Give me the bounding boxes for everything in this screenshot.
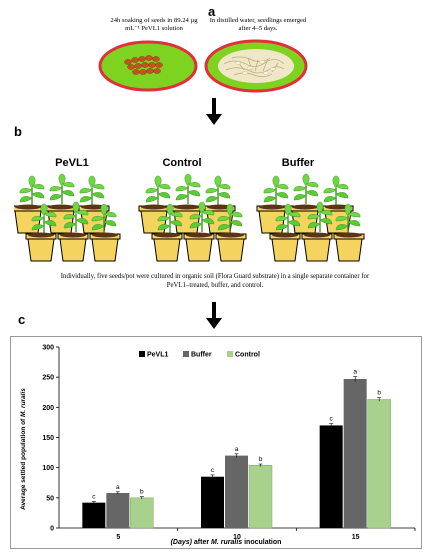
legend-label-control: Control [235,352,260,359]
x-tick-label: 15 [352,534,360,541]
significance-letter: b [140,489,144,496]
sprouts [223,56,285,78]
y-tick-label: 50 [46,495,54,502]
x-axis-label: (Days) after M. ruralis inoculation [171,539,282,546]
arrow-down-icon-b [206,302,222,329]
significance-letter: b [259,456,263,463]
significance-letter: a [235,446,239,453]
seeds [124,55,163,75]
bar-control [248,465,273,529]
pot-groups [14,168,414,266]
legend-label-pevl1: PeVL1 [147,352,169,359]
panel-a-letter: a [208,4,216,19]
bar-buffer [106,493,130,528]
group-label-pevl1: PeVL1 [55,157,89,169]
panel-a-caption-right: In distilled water, seedlings emerged af… [209,17,307,32]
y-tick-label: 200 [42,405,54,412]
bar-control [367,399,391,529]
bar-pevl1 [201,476,224,528]
significance-letter: c [211,467,215,474]
legend-swatch-pevl1 [139,351,145,357]
y-tick-label: 150 [42,435,54,442]
pot-group-pevl1 [14,174,120,261]
settled-population-chart: Average settled population of M. ruralis… [20,345,416,546]
significance-letter: b [377,390,381,397]
y-tick-label: 300 [42,345,54,352]
group-label-control: Control [162,157,202,169]
bar-pevl1 [319,425,343,528]
legend-swatch-buffer [183,351,189,357]
panel-a-caption-left: 24h soaking of seeds in 89.24 µg mL⁻¹ Pe… [110,17,198,32]
arrow-down-icon-a [206,98,222,125]
significance-letter: c [330,416,334,423]
pot-group-control [139,174,246,261]
seed-dish [98,40,198,92]
x-tick-label: 10 [233,534,241,541]
significance-letter: c [92,493,96,500]
y-tick-label: 250 [42,375,54,382]
significance-letter: a [116,484,120,491]
seedling-dish [204,39,308,93]
significance-letter: a [353,369,357,376]
bar-pevl1 [82,502,106,528]
bar-buffer [225,455,248,528]
panel-b-letter: b [14,124,22,139]
y-tick-label: 100 [42,465,54,472]
legend-swatch-control [227,351,233,357]
panel-b-caption: Individually, five seeds/pot were cultur… [60,273,370,289]
bar-buffer [343,378,367,528]
y-axis-label: Average settled population of M. ruralis [20,388,27,510]
legend-label-buffer: Buffer [191,352,212,359]
group-label-buffer: Buffer [281,157,315,169]
panel-c-letter: c [18,312,26,327]
x-tick-label: 5 [116,534,120,541]
petri-dishes [98,39,308,93]
chart-frame: Average settled population of M. ruralis… [10,336,422,549]
bar-control [130,497,154,529]
y-tick-label: 0 [50,526,54,533]
pot-group-buffer [257,174,364,261]
